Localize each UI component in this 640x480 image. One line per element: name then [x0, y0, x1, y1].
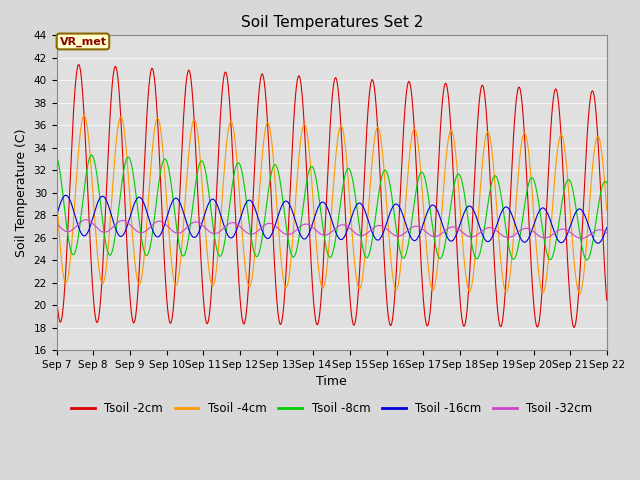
Tsoil -4cm: [360, 266, 367, 272]
Tsoil -2cm: [570, 324, 578, 330]
Tsoil -8cm: [360, 249, 367, 254]
Tsoil -4cm: [603, 207, 611, 213]
Tsoil -32cm: [603, 230, 611, 236]
Tsoil -32cm: [82, 217, 90, 223]
Tsoil -2cm: [348, 313, 355, 319]
Tsoil -8cm: [492, 173, 499, 179]
Tsoil -4cm: [81, 112, 88, 118]
Tsoil -32cm: [52, 220, 60, 226]
Tsoil -4cm: [492, 190, 499, 195]
Tsoil -16cm: [62, 192, 70, 198]
Tsoil -16cm: [52, 213, 60, 219]
Tsoil -32cm: [492, 227, 499, 233]
Line: Tsoil -32cm: Tsoil -32cm: [56, 220, 607, 239]
Tsoil -8cm: [52, 153, 60, 158]
Line: Tsoil -8cm: Tsoil -8cm: [56, 155, 607, 260]
Tsoil -4cm: [570, 252, 577, 258]
Tsoil -16cm: [594, 240, 602, 246]
Title: Soil Temperatures Set 2: Soil Temperatures Set 2: [241, 15, 423, 30]
Line: Tsoil -2cm: Tsoil -2cm: [56, 65, 607, 327]
Tsoil -2cm: [603, 297, 611, 303]
Tsoil -8cm: [603, 180, 611, 186]
Tsoil -32cm: [348, 227, 355, 233]
Tsoil -8cm: [554, 224, 562, 230]
Tsoil -32cm: [578, 236, 586, 241]
Tsoil -16cm: [492, 226, 499, 231]
Tsoil -2cm: [554, 97, 562, 103]
Tsoil -2cm: [206, 304, 214, 310]
Tsoil -8cm: [583, 257, 591, 263]
Tsoil -4cm: [576, 290, 584, 296]
Tsoil -16cm: [554, 238, 562, 243]
Tsoil -16cm: [603, 225, 611, 230]
Tsoil -32cm: [360, 232, 367, 238]
Tsoil -16cm: [360, 205, 367, 211]
Tsoil -2cm: [75, 62, 83, 68]
Tsoil -4cm: [554, 142, 562, 147]
Tsoil -16cm: [570, 214, 577, 220]
Tsoil -4cm: [52, 193, 60, 199]
Legend: Tsoil -2cm, Tsoil -4cm, Tsoil -8cm, Tsoil -16cm, Tsoil -32cm: Tsoil -2cm, Tsoil -4cm, Tsoil -8cm, Tsoi…: [67, 397, 597, 420]
Tsoil -8cm: [88, 152, 95, 158]
Tsoil -2cm: [570, 324, 577, 330]
Tsoil -32cm: [206, 229, 214, 235]
Tsoil -32cm: [554, 228, 562, 233]
Line: Tsoil -4cm: Tsoil -4cm: [56, 115, 607, 293]
Tsoil -4cm: [348, 224, 355, 229]
Tsoil -2cm: [360, 189, 367, 194]
Line: Tsoil -16cm: Tsoil -16cm: [56, 195, 607, 243]
Tsoil -32cm: [570, 232, 577, 238]
Y-axis label: Soil Temperature (C): Soil Temperature (C): [15, 129, 28, 257]
Tsoil -8cm: [570, 191, 577, 196]
Tsoil -8cm: [206, 201, 214, 207]
Tsoil -2cm: [52, 292, 60, 298]
Tsoil -16cm: [206, 198, 214, 204]
X-axis label: Time: Time: [316, 375, 347, 388]
Tsoil -2cm: [492, 281, 499, 287]
Tsoil -8cm: [348, 172, 355, 178]
Text: VR_met: VR_met: [60, 36, 106, 47]
Tsoil -4cm: [206, 276, 214, 282]
Tsoil -16cm: [348, 214, 355, 220]
